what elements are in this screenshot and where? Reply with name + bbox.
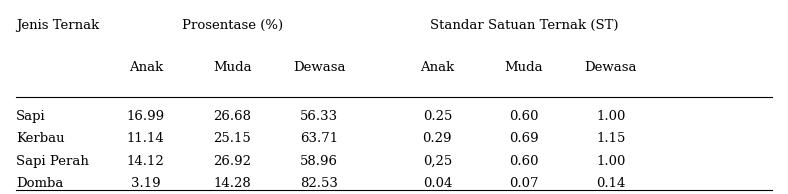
Text: Kerbau: Kerbau [16,132,65,145]
Text: 26.68: 26.68 [214,110,251,123]
Text: Muda: Muda [504,61,544,74]
Text: Anak: Anak [420,61,455,74]
Text: Dewasa: Dewasa [585,61,637,74]
Text: 3.19: 3.19 [131,177,161,190]
Text: 0.04: 0.04 [422,177,452,190]
Text: 16.99: 16.99 [127,110,165,123]
Text: Standar Satuan Ternak (ST): Standar Satuan Ternak (ST) [429,19,619,32]
Text: Sapi Perah: Sapi Perah [16,154,88,168]
Text: 1.00: 1.00 [596,110,626,123]
Text: 0.14: 0.14 [596,177,626,190]
Text: 1.00: 1.00 [596,154,626,168]
Text: 0.29: 0.29 [422,132,452,145]
Text: 14.12: 14.12 [127,154,165,168]
Text: Dewasa: Dewasa [293,61,345,74]
Text: 14.28: 14.28 [214,177,251,190]
Text: 25.15: 25.15 [214,132,251,145]
Text: Muda: Muda [213,61,252,74]
Text: 56.33: 56.33 [300,110,338,123]
Text: Domba: Domba [16,177,63,190]
Text: 63.71: 63.71 [300,132,338,145]
Text: Anak: Anak [128,61,163,74]
Text: 1.15: 1.15 [596,132,626,145]
Text: Jenis Ternak: Jenis Ternak [16,19,99,32]
Text: 26.92: 26.92 [214,154,251,168]
Text: 0.25: 0.25 [422,110,452,123]
Text: 0.60: 0.60 [509,110,539,123]
Text: 82.53: 82.53 [300,177,338,190]
Text: 0,25: 0,25 [422,154,452,168]
Text: Sapi: Sapi [16,110,46,123]
Text: 58.96: 58.96 [300,154,338,168]
Text: 0.69: 0.69 [509,132,539,145]
Text: 11.14: 11.14 [127,132,165,145]
Text: 0.07: 0.07 [509,177,539,190]
Text: Prosentase (%): Prosentase (%) [182,19,283,32]
Text: 0.60: 0.60 [509,154,539,168]
